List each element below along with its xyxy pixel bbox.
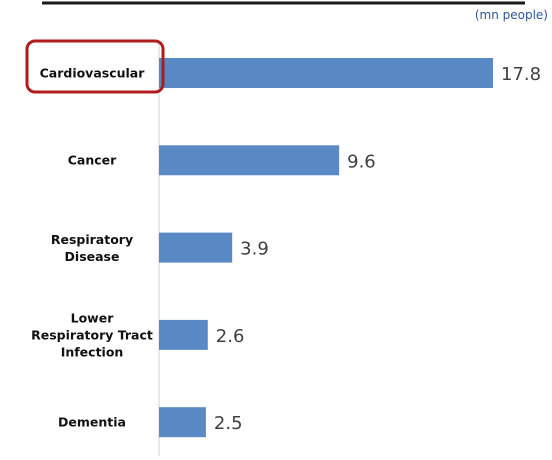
category-label: Dementia <box>58 414 126 430</box>
category-label: Cardiovascular <box>39 65 145 81</box>
category-label: Respiratory Disease <box>50 231 134 264</box>
value-label: 17.8 <box>501 64 541 85</box>
bar <box>159 319 208 350</box>
bar <box>159 407 206 438</box>
bar <box>159 58 493 88</box>
value-label: 9.6 <box>347 151 376 172</box>
unit-label: (mn people) <box>475 8 548 22</box>
highlight-box <box>25 39 165 94</box>
value-label: 2.6 <box>216 326 245 347</box>
category-label: Lower Respiratory Tract Infection <box>31 310 153 360</box>
category-label: Cancer <box>67 152 117 168</box>
value-label: 3.9 <box>240 239 269 260</box>
value-label: 2.5 <box>214 413 243 434</box>
bar <box>159 232 233 263</box>
bar <box>159 145 340 176</box>
